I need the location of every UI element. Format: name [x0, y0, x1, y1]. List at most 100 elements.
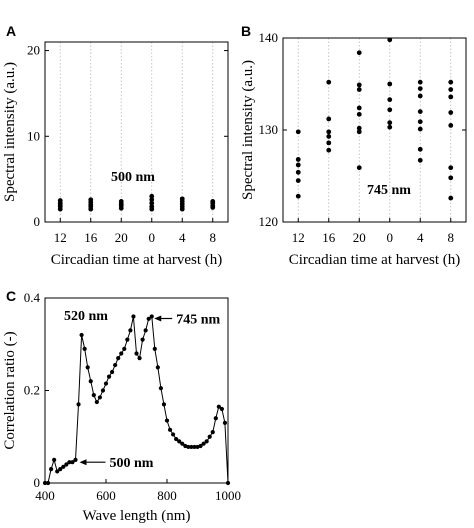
panel-c-xtick-label: 800: [157, 488, 177, 503]
panel-b-point: [356, 50, 362, 56]
panel-c-annotation-745: 745 nm: [176, 313, 220, 328]
panel-c-point: [119, 351, 124, 356]
panel-c-letter: C: [6, 288, 16, 304]
panel-b-point: [417, 86, 423, 91]
panel-b-annotation: 745 nm: [367, 183, 411, 198]
panel-a-ytick-label: 0: [34, 214, 41, 229]
panel-c-point: [140, 337, 145, 342]
panel-a-point: [179, 196, 185, 202]
panel-c-point: [64, 462, 69, 467]
panel-c-point: [128, 328, 133, 333]
panel-b-ytick-label: 120: [259, 214, 279, 229]
panel-b-point: [356, 82, 362, 88]
panel-a-point: [88, 197, 94, 203]
panel-c-point: [91, 393, 96, 398]
panel-c-xtick-label: 600: [96, 488, 116, 503]
panel-a-xtick-label: 12: [54, 230, 67, 245]
panel-c-xtick-label: 400: [35, 488, 55, 503]
panel-b-point: [448, 87, 454, 92]
panel-c-point: [198, 443, 203, 449]
panel-b-point: [448, 79, 454, 85]
panel-b-point: [387, 124, 393, 130]
panel-b-point: [326, 147, 332, 153]
panel-b-point: [356, 125, 362, 131]
panel-b-point: [448, 195, 454, 201]
panel-c-point: [201, 441, 206, 446]
panel-b-point: [356, 87, 362, 92]
panel-b-point: [295, 157, 301, 162]
panel-c-point: [55, 469, 60, 474]
panel-c-point: [171, 432, 176, 437]
panel-b-point: [387, 97, 393, 103]
panel-c-point: [122, 346, 127, 351]
panel-c-point: [94, 399, 99, 405]
panel-a-point: [149, 204, 155, 209]
panel-c-point: [143, 328, 148, 333]
panel-c-point: [222, 420, 228, 425]
panel-c-point: [174, 436, 179, 442]
panel-a-letter: A: [6, 23, 16, 39]
panel-c-point: [97, 395, 102, 400]
panel-b-xtick-label: 20: [353, 230, 366, 245]
panel-b-point: [326, 79, 332, 85]
panel-c-xlabel: Wave length (nm): [83, 508, 191, 523]
panel-b-point: [448, 165, 454, 171]
panel-a-point: [57, 198, 63, 203]
panel-b-point: [356, 129, 362, 135]
panel-b-point: [387, 120, 393, 126]
panel-c-point: [116, 356, 121, 361]
panel-b-xtick-label: 12: [292, 230, 305, 245]
panel-a-point: [118, 199, 124, 204]
panel-b-point: [295, 193, 301, 199]
panel-c-ytick-label: 0: [34, 475, 41, 490]
panel-c-point: [180, 441, 185, 446]
panel-c-arrowhead-500: [79, 459, 87, 466]
panel-c-point: [82, 346, 87, 351]
panel-c-point: [149, 314, 154, 319]
panel-b-point: [326, 140, 332, 146]
panel-b-point: [326, 134, 332, 139]
panel-c-point: [100, 388, 106, 393]
panel-b-xtick-label: 4: [417, 230, 424, 245]
panel-c-point: [42, 480, 48, 486]
panel-c-point: [137, 356, 142, 361]
panel-a-ytick-label: 20: [27, 43, 40, 58]
panel-b-point: [417, 109, 423, 114]
panel-a-xtick-label: 0: [149, 230, 156, 245]
panel-c-point: [106, 374, 112, 379]
panel-a-point: [149, 193, 155, 199]
panel-b-point: [295, 129, 301, 135]
panel-c-annotation-520: 520 nm: [64, 309, 108, 324]
panel-c-point: [155, 365, 160, 370]
panel-c-point: [58, 467, 63, 472]
panel-a-point: [149, 197, 155, 203]
panel-c-point: [110, 369, 115, 375]
panel-b-point: [356, 165, 362, 171]
panel-b-point: [448, 94, 454, 100]
panel-c-point: [186, 444, 191, 450]
panel-c-point: [161, 402, 167, 407]
panel-b-point: [326, 129, 332, 135]
panel-c-point: [52, 457, 57, 462]
panel-a-ylabel: Spectral intensity (a.u.): [2, 62, 18, 202]
panel-c-point: [204, 439, 209, 444]
panel-c-point: [207, 434, 212, 439]
panel-c-point: [45, 480, 51, 486]
panel-b-letter: B: [241, 23, 251, 39]
panel-b-point: [417, 126, 423, 132]
panel-c-arrowhead-745: [154, 315, 162, 322]
panel-b-point: [326, 116, 332, 122]
panel-c-ytick-label: 0.2: [24, 383, 40, 398]
panel-a-xlabel: Circadian time at harvest (h): [51, 252, 223, 268]
panel-c-point: [158, 386, 163, 391]
panel-a-ytick-label: 10: [27, 128, 40, 143]
panel-c-point: [88, 379, 93, 384]
panel-c-point: [219, 406, 224, 412]
panel-c-point: [177, 439, 182, 444]
panel-b-point: [356, 111, 362, 117]
panel-c-point: [134, 351, 139, 356]
panel-c-point: [70, 460, 75, 465]
panel-c-point: [146, 316, 151, 321]
panel-c-point: [79, 332, 84, 338]
